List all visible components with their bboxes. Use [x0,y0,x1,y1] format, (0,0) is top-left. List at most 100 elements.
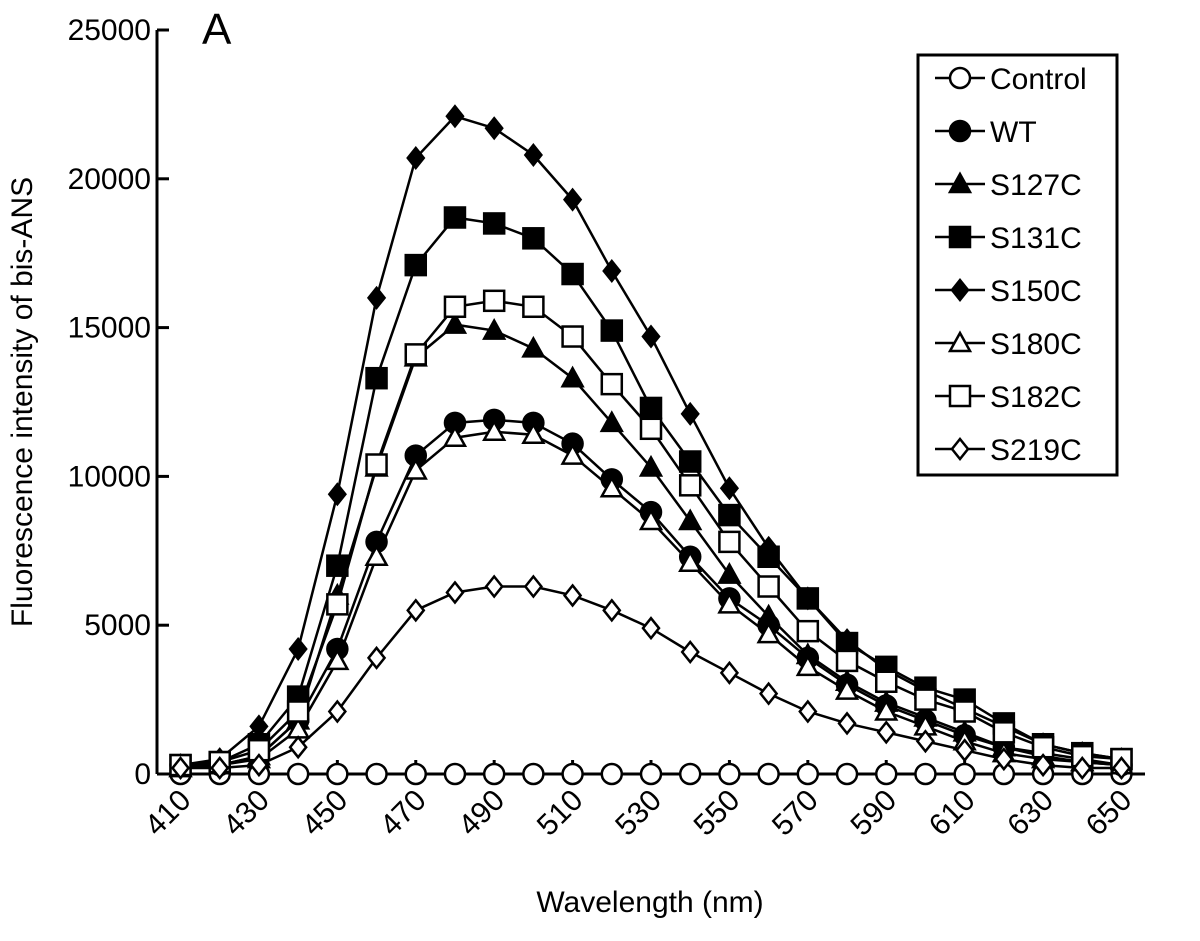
legend-marker [948,384,972,408]
y-tick-label: 5000 [84,609,151,642]
data-point [678,508,703,531]
x-tick-label: 570 [766,784,825,843]
data-point [718,762,741,786]
data-point [641,616,661,641]
data-point [953,700,976,723]
data-point [835,649,859,673]
data-point [600,372,624,396]
data-point [757,762,780,786]
data-point [719,476,740,501]
data-point [955,738,975,763]
y-tick-label: 10000 [68,460,151,493]
x-tick-label: 450 [296,784,355,843]
data-point [482,762,506,786]
data-point [327,699,347,724]
series [169,762,1133,786]
data-point [326,554,349,577]
legend-marker [948,66,972,90]
data-point [288,637,308,662]
data-point [445,580,465,605]
data-point [757,575,780,598]
y-tick-label: 15000 [68,312,151,345]
data-point [366,645,387,670]
data-point [602,259,622,284]
data-point [718,530,741,554]
data-point [365,366,388,390]
data-point [796,619,820,643]
data-point [837,711,857,736]
data-point [482,318,507,340]
data-point [561,762,584,786]
data-point [992,721,1016,744]
data-point [522,295,545,319]
data-point [249,753,269,778]
legend-marker [948,225,972,249]
x-tick-label: 410 [139,784,198,843]
legend-label: Control [990,63,1087,96]
data-point [484,574,504,599]
data-point [680,639,700,664]
data-point [756,621,781,644]
x-tick-label: 490 [452,784,511,843]
data-point [443,762,467,786]
data-point [443,295,467,319]
data-point [717,562,742,584]
data-point [798,699,818,724]
legend-label: S219C [990,434,1082,467]
data-point [600,319,624,342]
data-point [638,454,664,477]
legend-marker [947,171,973,194]
data-point [365,762,388,786]
data-point [602,598,622,623]
y-axis-label: Fluorescence intensity of bis-ANS [6,177,39,627]
x-tick-label: 650 [1080,784,1139,843]
data-point [994,747,1014,772]
data-point [678,450,702,473]
data-point [522,227,545,250]
x-tick-label: 530 [609,784,668,843]
data-point [327,482,347,507]
legend-marker [948,119,972,143]
legend-label: S150C [990,275,1082,308]
x-tick-label: 610 [923,784,982,843]
data-point [561,325,584,348]
data-point [599,475,624,498]
data-point [404,253,428,277]
data-point [521,335,546,358]
x-tick-label: 430 [217,784,276,843]
data-point [1072,756,1092,781]
data-point [445,104,465,129]
data-point [325,648,350,671]
data-point [874,762,898,786]
x-axis-label: Wavelength (nm) [536,886,763,919]
data-point [680,401,700,426]
data-point [443,206,467,229]
data-point [639,417,663,441]
data-point [876,720,896,745]
data-point [599,410,624,433]
data-point [406,598,426,623]
data-point [484,116,504,141]
data-point [953,762,976,786]
legend-marker [947,330,973,353]
data-point [1111,756,1132,781]
data-point [406,145,426,170]
x-tick-label: 630 [1001,784,1060,843]
data-point [286,700,310,723]
data-point [364,544,389,567]
x-tick-label: 550 [688,784,747,843]
data-point [639,762,663,786]
panel-label: A [202,5,232,54]
data-point [170,756,191,781]
data-point [404,762,428,786]
data-point [326,593,349,616]
legend-label: S182C [990,381,1082,414]
x-tick-label: 470 [374,784,433,843]
x-tick-label: 590 [844,784,903,843]
data-point [403,457,428,480]
legend-label: S180C [990,328,1082,361]
data-point [835,762,859,786]
legend-marker [950,277,970,303]
